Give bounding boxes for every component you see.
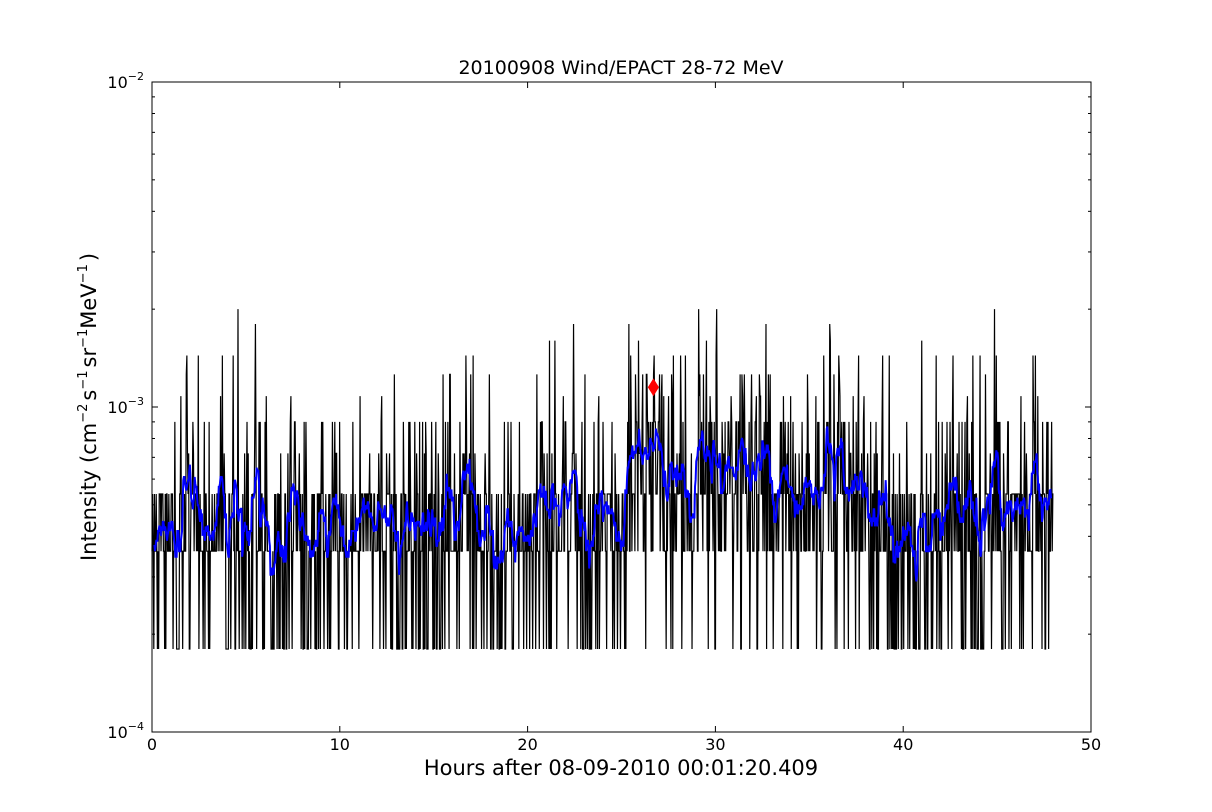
y-axis-label: Intensity (cm−2s−1sr−1MeV−1): [76, 253, 101, 561]
y-label-suffix: ): [77, 253, 101, 261]
y-label-exp-sr: −1: [76, 329, 91, 348]
x-tick-label: 40: [893, 735, 913, 754]
y-label-exp-mev: −1: [76, 264, 91, 283]
plot-data-layer: [151, 309, 1054, 650]
y-axis: 10−4 10−3 10−2: [107, 70, 1091, 742]
x-tick-label: 50: [1081, 735, 1101, 754]
onset-marker: [647, 378, 660, 397]
y-label-s: s: [77, 390, 101, 401]
y-tick-label: 10−3: [107, 395, 144, 417]
y-label-exp-cm: −2: [76, 404, 91, 423]
series-blue-smoothed: [153, 426, 1053, 582]
chart-title: 20100908 Wind/EPACT 28-72 MeV: [458, 57, 783, 79]
y-label-exp-s: −1: [76, 370, 91, 389]
y-label-mev: MeV: [77, 283, 101, 329]
x-tick-label: 30: [705, 735, 725, 754]
y-label-prefix: Intensity (cm: [77, 423, 101, 561]
y-tick-label: 10−4: [107, 720, 144, 742]
x-axis-label: Hours after 08-09-2010 00:01:20.409: [424, 756, 818, 780]
x-tick-label: 0: [147, 735, 157, 754]
x-tick-label: 20: [517, 735, 537, 754]
series-black-raw: [151, 309, 1054, 650]
x-tick-label: 10: [330, 735, 350, 754]
y-tick-label: 10−2: [107, 70, 144, 92]
y-label-sr: sr: [77, 348, 101, 368]
x-axis: 0 10 20 30 40 50: [147, 82, 1101, 754]
